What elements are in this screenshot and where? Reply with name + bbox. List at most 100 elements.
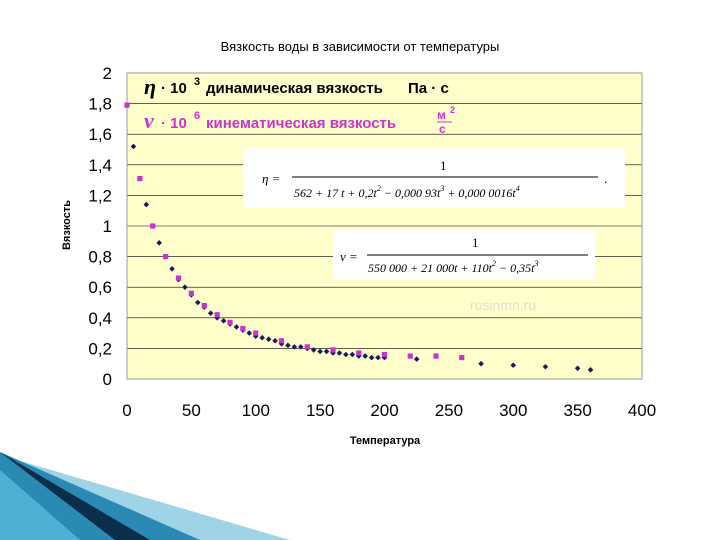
legend-nu-text: кинематическая вязкость (206, 115, 396, 132)
legend-eta-unit: Па · с (408, 80, 449, 97)
data-point (240, 325, 246, 332)
data-point (137, 175, 143, 182)
y-tick-label: 0,2 (88, 339, 112, 358)
data-point (433, 353, 439, 359)
data-point (259, 334, 265, 341)
legend-nu-symbol: ν (144, 108, 154, 133)
corner-wedge-dark (0, 452, 150, 540)
data-point (381, 351, 388, 358)
legend: η · 10 3 динамическая вязкость Па · с ν … (144, 74, 455, 136)
y-tick-label: 0,6 (88, 278, 112, 297)
data-point (375, 354, 381, 361)
watermark: rosinmn.ru (470, 297, 536, 313)
data-point (182, 284, 188, 290)
x-tick-label: 350 (563, 401, 591, 420)
data-point (143, 201, 150, 208)
data-series (124, 102, 594, 373)
formula-nu-numerator: 1 (472, 235, 479, 250)
legend-nu-exp: 6 (194, 110, 200, 122)
y-tick-label: 0,4 (88, 309, 112, 328)
formula-eta-lhs: η = (262, 171, 280, 186)
data-point (330, 347, 336, 353)
legend-eta-symbol: η (144, 74, 156, 99)
data-point (195, 299, 201, 306)
y-tick-label: 0,8 (88, 248, 112, 267)
data-point (285, 342, 291, 349)
y-tick-label: 1,6 (88, 125, 112, 144)
data-point (124, 102, 130, 108)
data-point (130, 143, 137, 150)
data-point (291, 344, 298, 350)
x-tick-label: 200 (370, 401, 398, 420)
data-point (407, 353, 413, 359)
legend-nu-mult: · 10 (161, 115, 187, 132)
corner-wedge-mid (0, 470, 80, 540)
data-point (150, 223, 156, 229)
data-point (233, 324, 240, 330)
x-axis-label: Температура (350, 435, 421, 447)
formula-eta-denominator: 562 + 17 t + 0,2t2 − 0,000 93t3 + 0,000 … (294, 184, 520, 200)
chart-title: Вязкость воды в зависимости от температу… (221, 39, 500, 54)
x-tick-label: 400 (628, 401, 656, 420)
y-tick-label: 2 (103, 64, 112, 83)
data-point (227, 319, 233, 325)
x-tick-label: 300 (499, 401, 527, 420)
data-point (265, 336, 272, 343)
formula-eta: η = 1 562 + 17 t + 0,2t2 − 0,000 93t3 + … (243, 147, 625, 208)
x-tick-label: 150 (306, 401, 334, 420)
data-point (188, 290, 194, 296)
data-point (413, 356, 420, 362)
data-point (175, 275, 182, 281)
data-point (201, 302, 207, 309)
data-point (343, 351, 349, 358)
data-point (272, 337, 278, 344)
data-point (278, 338, 285, 344)
data-point (542, 363, 549, 370)
data-point (574, 365, 581, 372)
legend-eta-mult: · 10 (161, 80, 187, 97)
data-point (163, 254, 169, 260)
data-point (510, 362, 517, 369)
legend-eta-text: динамическая вязкость (206, 80, 383, 97)
decorative-corner (0, 452, 290, 540)
formula-nu-lhs: ν = (340, 249, 358, 264)
data-point (246, 330, 253, 336)
data-point (220, 318, 227, 324)
data-point (253, 330, 259, 336)
x-tick-label: 100 (242, 401, 270, 420)
data-point (459, 354, 465, 361)
legend-nu-unit-den: с (439, 122, 446, 136)
data-point (336, 350, 343, 356)
data-point (304, 344, 310, 350)
y-tick-labels: 0 0,2 0,4 0,6 0,8 1 1,2 1,4 1,6 1,8 2 (88, 64, 112, 389)
data-point (368, 354, 375, 361)
x-tick-label: 50 (182, 401, 201, 420)
x-tick-label: 250 (435, 401, 463, 420)
data-point (207, 310, 214, 317)
plot-border (126, 72, 643, 380)
data-point (156, 240, 162, 246)
y-tick-label: 1,2 (88, 186, 112, 205)
formula-nu: ν = 1 550 000 + 21 000t + 110t2 − 0,35t3 (333, 230, 595, 280)
legend-eta-exp: 3 (194, 76, 200, 88)
y-tick-label: 0 (103, 370, 112, 389)
data-point (214, 312, 220, 318)
data-point (323, 348, 330, 355)
formula-nu-denominator: 550 000 + 21 000t + 110t2 − 0,35t3 (368, 259, 538, 275)
legend-nu-unit-sup: 2 (450, 105, 455, 115)
y-tick-label: 1,4 (88, 156, 112, 175)
legend-nu-unit-num: м (437, 108, 446, 122)
y-tick-label: 1,8 (88, 95, 112, 114)
data-point (298, 344, 304, 350)
data-point (362, 353, 368, 359)
data-point (310, 347, 317, 353)
data-point (587, 367, 594, 373)
data-point (317, 348, 323, 355)
data-point (252, 333, 259, 339)
y-axis-label: Вязкость (61, 200, 73, 250)
x-tick-labels: 0 50 100 150 200 250 300 350 400 (122, 401, 656, 420)
y-tick-label: 1 (103, 217, 112, 236)
data-point (478, 360, 484, 367)
formula-eta-numerator: 1 (440, 158, 447, 173)
